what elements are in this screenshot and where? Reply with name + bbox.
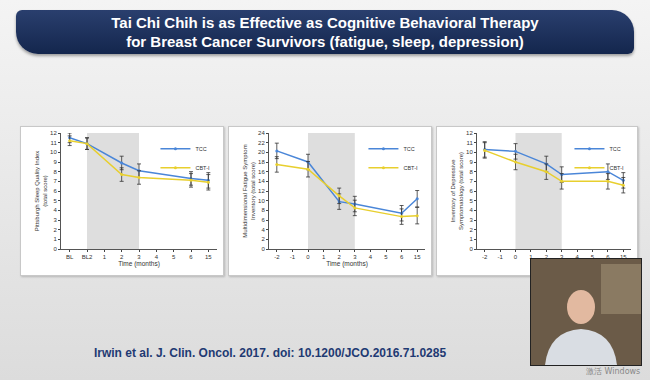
- svg-text:24: 24: [258, 130, 265, 136]
- svg-text:BL2: BL2: [82, 254, 93, 260]
- svg-text:4: 4: [53, 207, 57, 213]
- html-text:for Breast Cancer Survivors (f: for Breast Cancer Survivors (fatigue, sl…: [126, 33, 524, 50]
- svg-text:6: 6: [53, 188, 57, 194]
- svg-text:10: 10: [50, 149, 57, 155]
- svg-text:5: 5: [172, 254, 176, 260]
- svg-text:0: 0: [53, 246, 57, 252]
- svg-text:-1: -1: [290, 254, 296, 260]
- svg-text:4: 4: [469, 207, 473, 213]
- svg-text:4: 4: [261, 227, 265, 233]
- svg-text:0: 0: [261, 246, 265, 252]
- svg-text:Time (months): Time (months): [118, 260, 160, 268]
- svg-text:16: 16: [258, 169, 265, 175]
- svg-text:CBT-I: CBT-I: [609, 165, 624, 171]
- svg-text:8: 8: [53, 169, 57, 175]
- svg-text:TCC: TCC: [195, 146, 206, 152]
- svg-text:12: 12: [466, 130, 473, 136]
- svg-text:18: 18: [258, 159, 265, 165]
- svg-text:0: 0: [514, 254, 518, 260]
- svg-text:5: 5: [53, 198, 57, 204]
- svg-text:9: 9: [469, 159, 473, 165]
- svg-text:11: 11: [467, 140, 474, 146]
- svg-text:1: 1: [53, 236, 57, 242]
- html-text:激活 Windows: 激活 Windows: [586, 367, 641, 376]
- svg-text:11: 11: [51, 140, 58, 146]
- svg-text:6: 6: [469, 188, 473, 194]
- svg-text:2: 2: [53, 227, 57, 233]
- svg-text:1: 1: [103, 254, 107, 260]
- svg-text:5: 5: [469, 198, 473, 204]
- svg-text:15: 15: [414, 254, 421, 260]
- svg-text:10: 10: [258, 198, 265, 204]
- svg-text:20: 20: [258, 149, 265, 155]
- svg-text:2: 2: [338, 254, 342, 260]
- svg-text:9: 9: [53, 159, 57, 165]
- svg-text:Inventory of DepressiveSymptom: Inventory of DepressiveSymptomatology (t…: [450, 152, 464, 230]
- svg-text:10: 10: [466, 149, 473, 155]
- svg-text:Time (months): Time (months): [326, 260, 368, 268]
- svg-text:12: 12: [258, 188, 265, 194]
- svg-text:4: 4: [155, 254, 159, 260]
- svg-text:22: 22: [258, 140, 265, 146]
- svg-text:7: 7: [53, 178, 57, 184]
- svg-text:BL: BL: [66, 254, 74, 260]
- svg-text:0: 0: [306, 254, 310, 260]
- svg-text:2: 2: [120, 254, 124, 260]
- svg-text:14: 14: [258, 178, 265, 184]
- svg-text:-2: -2: [274, 254, 280, 260]
- svg-text:5: 5: [384, 254, 388, 260]
- svg-text:6: 6: [261, 217, 265, 223]
- svg-text:8: 8: [469, 169, 473, 175]
- svg-text:2: 2: [261, 236, 265, 242]
- svg-text:12: 12: [50, 130, 57, 136]
- svg-text:6: 6: [189, 254, 193, 260]
- svg-text:CBT-I: CBT-I: [403, 165, 418, 171]
- svg-text:Multidimensional Fatigue Sympt: Multidimensional Fatigue SymptomInventor…: [242, 144, 256, 237]
- svg-text:TCC: TCC: [403, 146, 414, 152]
- svg-text:0: 0: [469, 246, 473, 252]
- svg-text:-1: -1: [497, 254, 503, 260]
- svg-text:8: 8: [261, 207, 265, 213]
- svg-text:CBT-I: CBT-I: [195, 165, 210, 171]
- svg-text:1: 1: [469, 236, 473, 242]
- svg-text:3: 3: [469, 217, 473, 223]
- svg-text:3: 3: [353, 254, 357, 260]
- svg-text:4: 4: [369, 254, 373, 260]
- svg-text:7: 7: [469, 178, 473, 184]
- svg-text:15: 15: [205, 254, 212, 260]
- svg-text:TCC: TCC: [609, 146, 620, 152]
- svg-text:3: 3: [53, 217, 57, 223]
- html-text:Irwin et al. J. Clin. Oncol. 2: Irwin et al. J. Clin. Oncol. 2017. doi: …: [93, 346, 447, 360]
- svg-text:-2: -2: [482, 254, 488, 260]
- svg-text:1: 1: [322, 254, 326, 260]
- html-text:Tai Chi Chih is as Effective a: Tai Chi Chih is as Effective as Cognitiv…: [111, 14, 539, 31]
- svg-text:3: 3: [137, 254, 141, 260]
- svg-text:Pittsburgh Sleep Quality Index: Pittsburgh Sleep Quality Index(total sco…: [34, 151, 48, 232]
- svg-text:6: 6: [400, 254, 404, 260]
- svg-text:2: 2: [469, 227, 473, 233]
